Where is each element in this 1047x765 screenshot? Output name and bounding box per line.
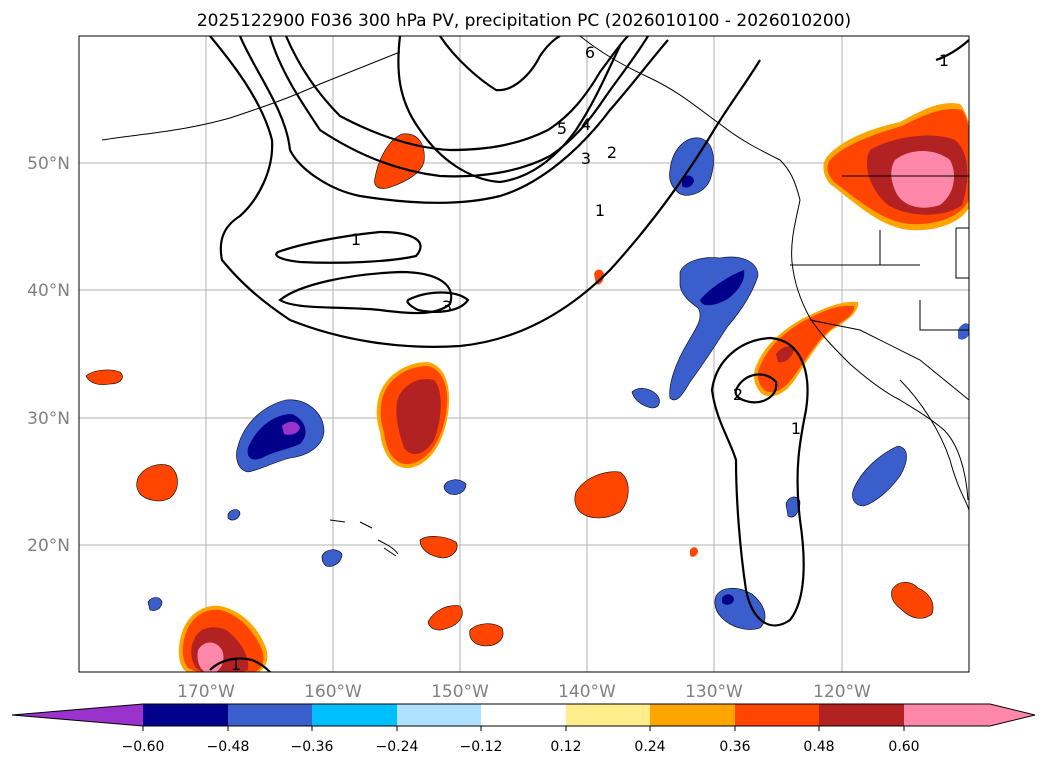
colorbar-tick-label: 0.60 [888,739,919,755]
precip-blob [722,594,734,605]
map-frame [78,35,970,673]
lon-label: 150°W [431,682,489,702]
precip-blob [427,605,463,631]
pv-label: 4 [581,115,591,134]
colorbar-tick-label: −0.48 [207,739,250,755]
lat-label: 50°N [27,154,70,174]
precip-blob [852,445,907,507]
colorbar-cell [312,704,397,726]
pv-contours [209,36,969,672]
colorbar-cell [904,704,1035,726]
pv-label: 2 [733,385,743,404]
colorbar-cell [228,704,312,726]
colorbar-tick-label: 0.36 [719,739,750,755]
precip-blob [594,269,604,285]
lat-label: 40°N [27,281,70,301]
pv-label: 3 [581,149,591,168]
precip-blob [136,464,178,502]
colorbar-tick-labels: −0.60 −0.48 −0.36 −0.24 −0.12 0.12 0.24 … [122,739,920,755]
lon-label: 130°W [685,682,743,702]
precip-blob [682,175,694,188]
colorbar-cell [735,704,819,726]
precip-blob [321,549,343,567]
colorbar-cell [397,704,481,726]
colorbar-tick-label: −0.60 [122,739,165,755]
pv-label: 1 [791,419,801,438]
colorbar-ticks [142,726,905,731]
colorbar-cell [143,704,228,726]
colorbar-tick-label: 0.12 [550,739,581,755]
map-panel: 1 3 5 4 6 3 2 1 1 2 1 1 [78,35,970,674]
colorbar-cell [481,704,566,726]
coastlines [101,36,969,557]
precip-blob [469,623,504,647]
precip-blob [443,479,467,495]
precip-blob [419,536,458,559]
precip-blob [374,133,425,189]
lat-label: 20°N [27,536,70,556]
colorbar-tick-label: −0.12 [460,739,503,755]
precip-blob [776,346,794,363]
precip-blob [396,378,441,455]
pv-label: 1 [351,230,361,249]
lon-label: 170°W [177,682,235,702]
precip-blob [700,270,745,306]
colorbar-cell [819,704,904,726]
pv-label: 3 [442,297,452,316]
lon-label: 160°W [304,682,362,702]
precip-blob [147,597,163,611]
pv-label: 6 [585,43,595,62]
longitude-labels: 170°W 160°W 150°W 140°W 130°W 120°W [177,682,871,702]
colorbar-tick-label: −0.36 [291,739,334,755]
pv-contour-labels: 1 3 5 4 6 3 2 1 1 2 1 1 [231,43,949,674]
precip-blob [85,369,123,386]
pv-label: 2 [607,143,617,162]
colorbar-cell [650,704,735,726]
pv-label: 1 [231,655,241,674]
map-title: 2025122900 F036 300 hPa PV, precipitatio… [197,11,851,31]
lon-label: 140°W [558,682,616,702]
precip-blob [574,471,629,519]
gridlines [79,36,969,672]
precip-blob [669,256,759,401]
colorbar-tick-label: −0.24 [376,739,419,755]
lat-label: 30°N [27,409,70,429]
precip-blob [891,151,955,208]
colorbar-cell [12,704,143,726]
colorbar-tick-label: 0.48 [803,739,834,755]
colorbar: −0.60 −0.48 −0.36 −0.24 −0.12 0.12 0.24 … [11,703,1036,755]
precip-blob [227,509,241,521]
pv-label: 1 [939,51,949,70]
precip-blob [690,547,698,557]
colorbar-cell [566,704,650,726]
precipitation-fields [85,103,969,672]
precip-blob [757,305,855,393]
pv-label: 1 [595,201,605,220]
precip-blob [631,388,660,409]
map-background [79,36,969,672]
precip-blob [891,581,934,619]
latitude-labels: 50°N 40°N 30°N 20°N [27,154,70,556]
colorbar-tick-label: 0.24 [634,739,665,755]
precip-blob [785,496,801,518]
colorbar-cells [12,704,1035,726]
pv-label: 5 [557,119,567,138]
lon-label: 120°W [813,682,871,702]
precip-blob [958,323,969,340]
precip-blob [282,421,300,435]
